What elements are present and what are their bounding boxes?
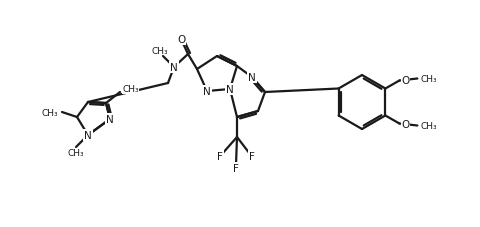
Text: N: N (84, 131, 92, 140)
Text: F: F (249, 151, 254, 161)
Text: N: N (106, 114, 114, 124)
Text: N: N (248, 73, 255, 83)
Text: O: O (400, 119, 409, 129)
Text: CH₃: CH₃ (420, 75, 436, 84)
Text: CH₃: CH₃ (68, 149, 84, 158)
Text: O: O (400, 76, 409, 86)
Text: CH₃: CH₃ (122, 85, 138, 94)
Text: N: N (226, 85, 233, 95)
Text: F: F (233, 163, 239, 173)
Text: CH₃: CH₃ (41, 108, 58, 117)
Text: CH₃: CH₃ (420, 121, 436, 131)
Text: CH₃: CH₃ (151, 46, 168, 55)
Text: N: N (203, 87, 210, 96)
Text: F: F (216, 151, 222, 161)
Text: N: N (170, 63, 178, 73)
Text: O: O (177, 35, 185, 45)
